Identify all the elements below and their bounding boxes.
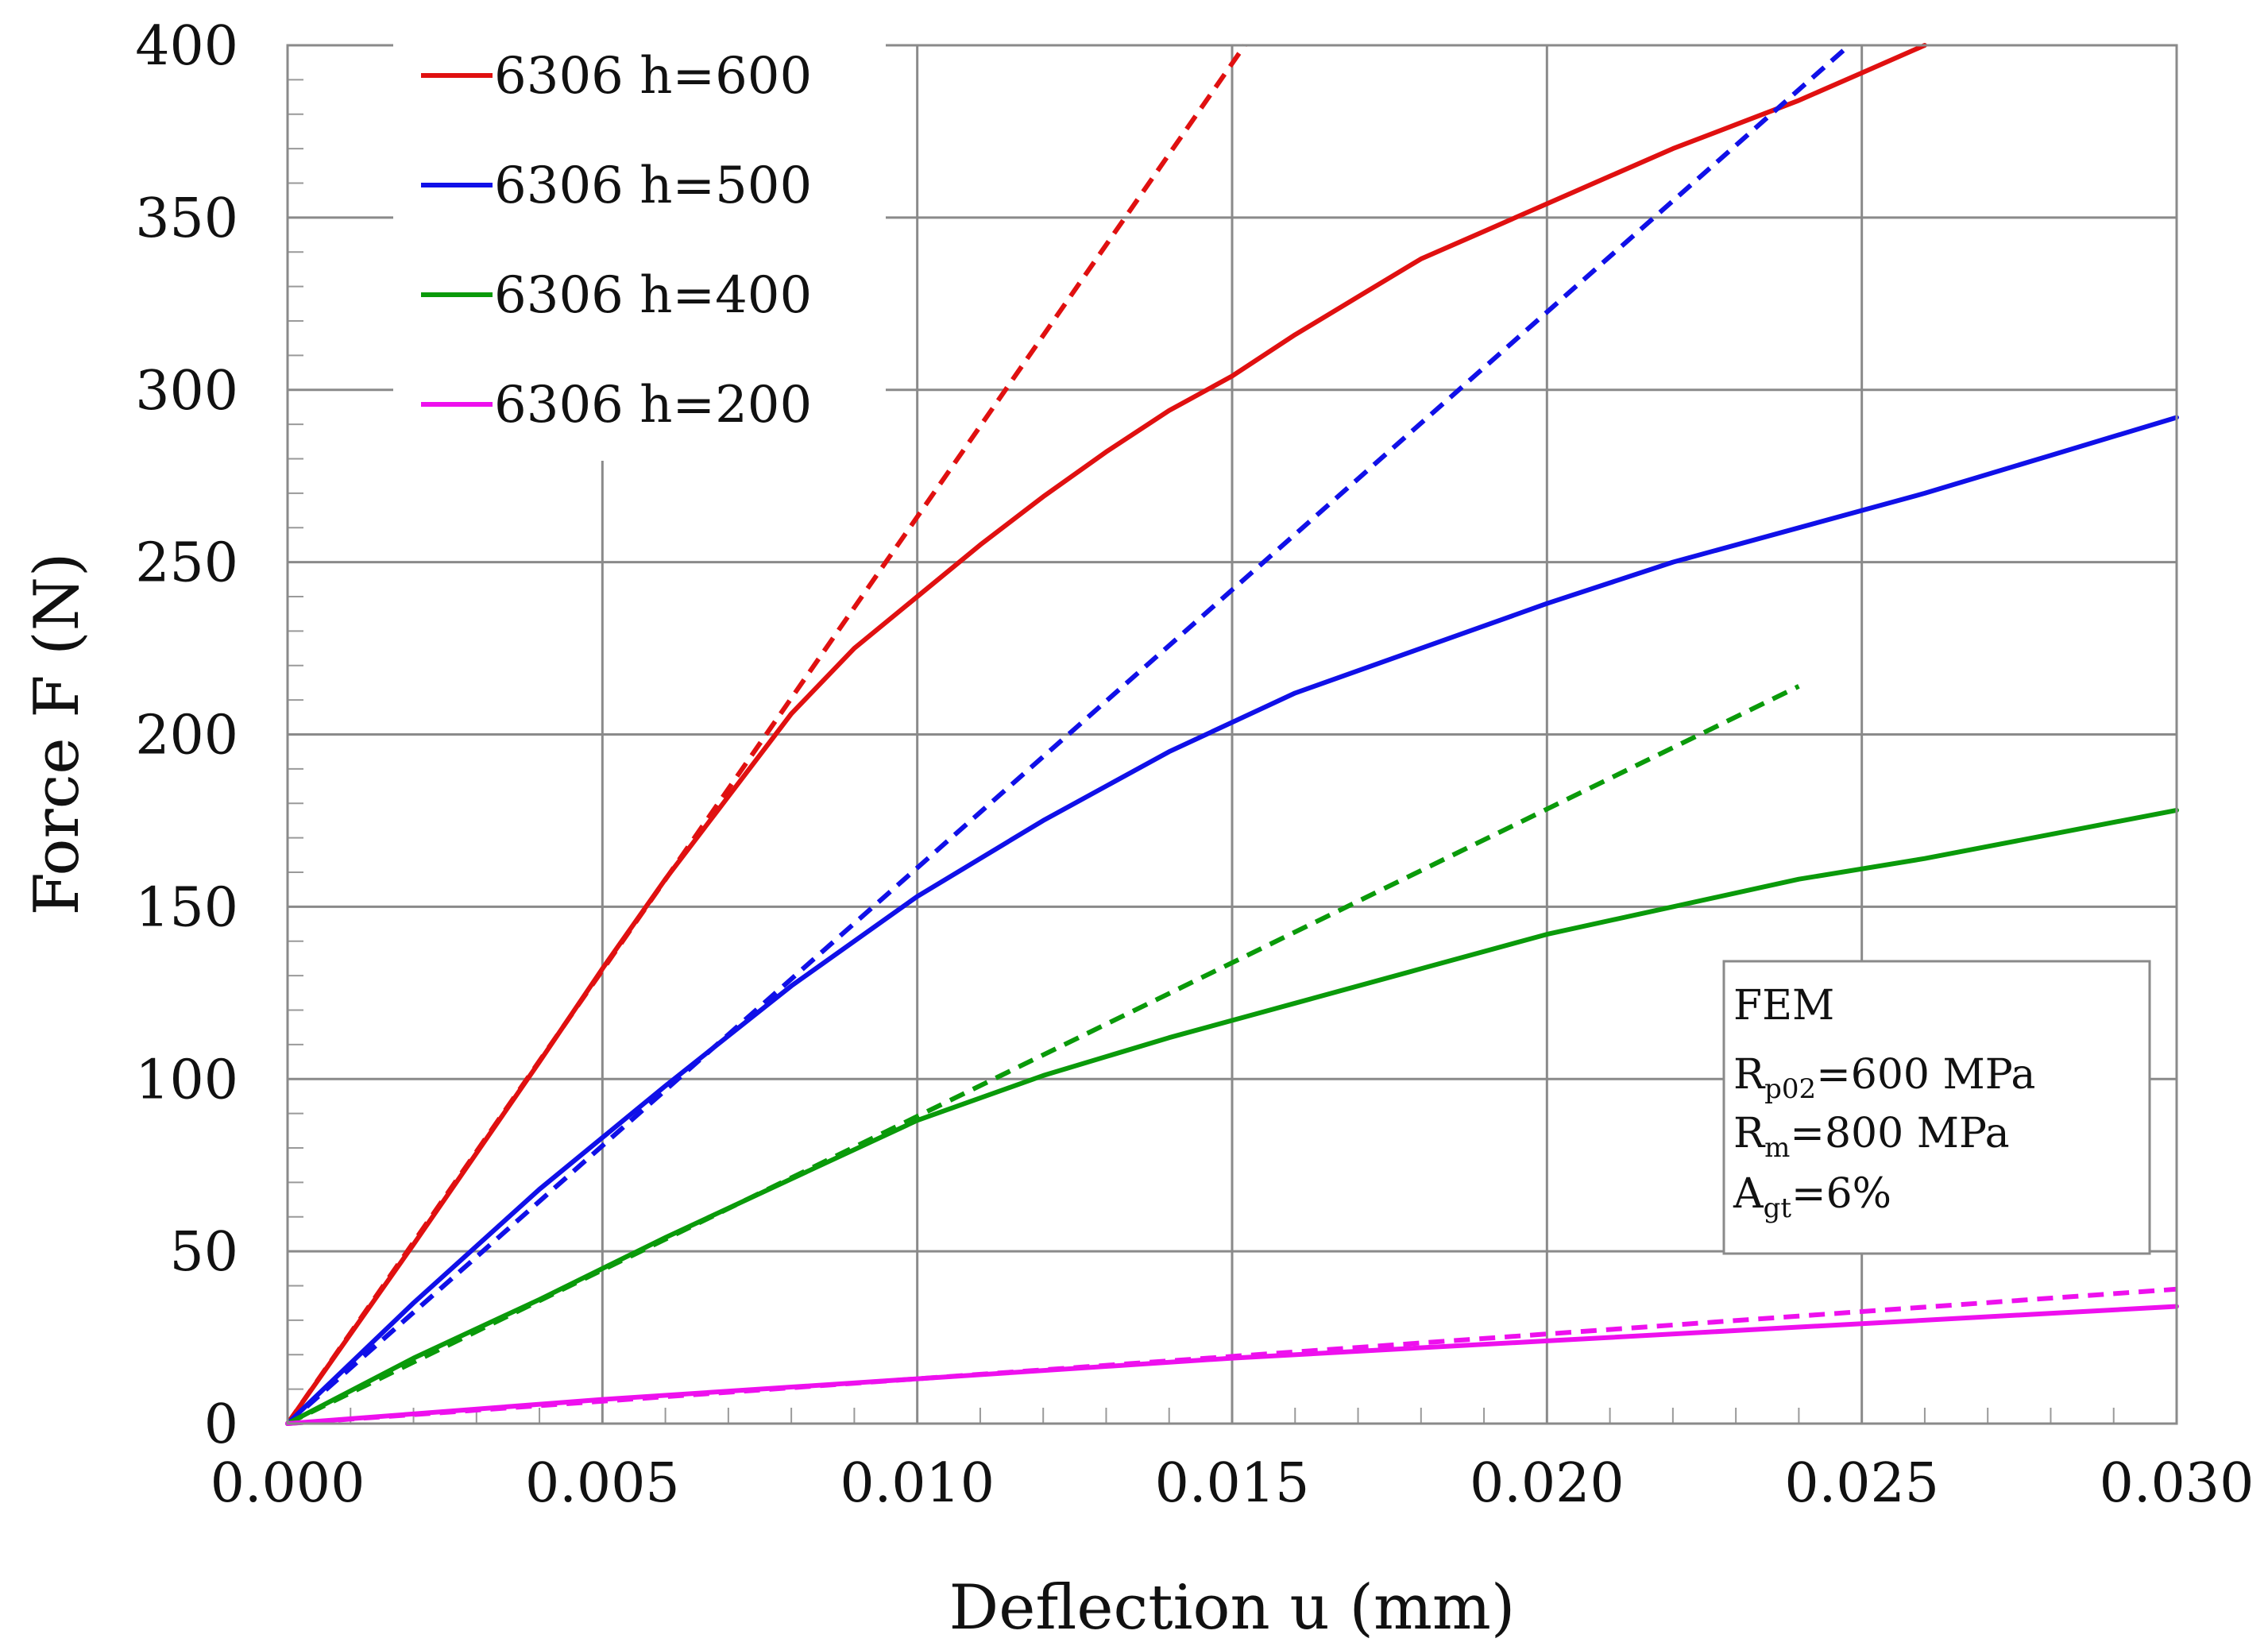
annotation-rp02-sub: p02 — [1764, 1073, 1816, 1105]
annotation-rm-main: R — [1733, 1110, 1766, 1157]
x-tick-label: 0.025 — [1784, 1452, 1939, 1515]
legend-label-h200: 6306 h=200 — [494, 376, 812, 435]
series-line-4 — [285, 807, 2179, 1426]
y-tick-label: 350 — [135, 187, 238, 250]
series-line-2 — [285, 415, 2179, 1426]
annotation-agt: Agt=6% — [1733, 1170, 1891, 1224]
x-tick-label: 0.015 — [1155, 1452, 1310, 1515]
y-tick-label: 400 — [135, 15, 238, 78]
annotation-rm-sub: m — [1764, 1132, 1790, 1164]
x-tick-label: 0.020 — [1470, 1452, 1625, 1515]
annotation-fem: FEM — [1733, 982, 1834, 1030]
x-tick-label: 0.030 — [2100, 1452, 2254, 1515]
y-tick-label: 300 — [135, 360, 238, 423]
legend-label-h400: 6306 h=400 — [494, 266, 812, 325]
y-tick-label: 0 — [204, 1393, 238, 1456]
x-tick-label: 0.000 — [211, 1452, 365, 1515]
annotation-agt-value: =6% — [1791, 1170, 1891, 1218]
series-layer — [285, 43, 2179, 1426]
annotation-rp02: Rp02=600 MPa — [1733, 1051, 2035, 1105]
y-tick-label: 100 — [135, 1049, 238, 1111]
x-tick-label: 0.010 — [840, 1452, 995, 1515]
legend-label-h500: 6306 h=500 — [494, 156, 812, 215]
annotation-rp02-main: R — [1733, 1051, 1766, 1099]
annotation-agt-main: A — [1733, 1170, 1764, 1218]
legend-box — [393, 32, 886, 461]
y-axis-title: Force F (N) — [21, 553, 93, 916]
annotation-box: FEM Rp02=600 MPa Rm=800 MPa Agt=6% — [1722, 960, 2151, 1255]
y-tick-label: 250 — [135, 532, 238, 595]
y-tick-label: 200 — [135, 705, 238, 767]
plot-frame — [286, 44, 2178, 1425]
annotation-agt-sub: gt — [1764, 1192, 1792, 1224]
legend-label-h600: 6306 h=600 — [494, 47, 812, 106]
y-tick-label: 50 — [169, 1221, 238, 1284]
x-tick-labels: 0.000 0.005 0.010 0.015 0.020 0.025 0.030 — [211, 1452, 2254, 1515]
x-tick-label: 0.005 — [525, 1452, 680, 1515]
series-line-7 — [287, 1286, 2177, 1426]
x-axis-title: Deflection u (mm) — [949, 1572, 1516, 1644]
annotation-frame — [1722, 960, 2151, 1255]
series-line-5 — [286, 684, 1800, 1426]
annotation-rm: Rm=800 MPa — [1733, 1110, 2010, 1164]
annotation-rm-value: =800 MPa — [1790, 1110, 2009, 1157]
legend: 6306 h=600 6306 h=500 6306 h=400 6306 h=… — [393, 32, 886, 461]
annotation-rp02-value: =600 MPa — [1816, 1051, 2035, 1099]
series-line-3 — [286, 43, 1851, 1426]
y-tick-labels: 0 50 100 150 200 250 300 350 400 — [135, 15, 238, 1456]
series-line-1 — [285, 44, 1247, 1425]
y-tick-label: 150 — [135, 876, 238, 939]
